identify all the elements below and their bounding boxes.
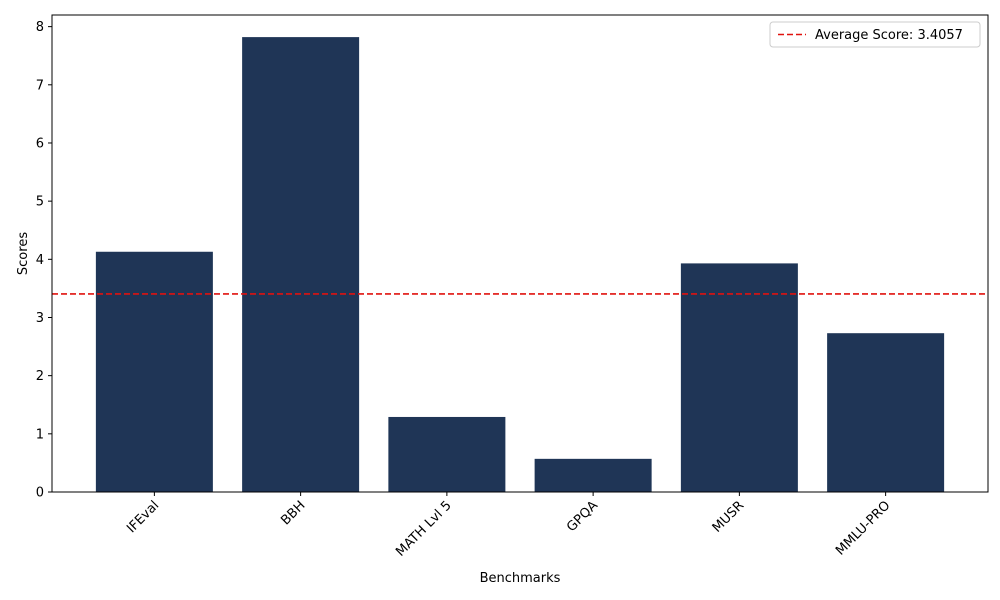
y-tick-label: 2 <box>36 369 44 384</box>
x-axis: IFEval BBH MATH Lvl 5 GPQA MUSR MMLU-PRO <box>124 492 893 560</box>
y-tick-label: 5 <box>36 195 44 210</box>
y-axis-label: Scores <box>16 232 31 275</box>
bar-gpqa <box>534 458 652 492</box>
x-tick-label: GPQA <box>564 498 601 535</box>
y-tick-label: 0 <box>36 486 44 501</box>
legend-box <box>769 21 981 48</box>
bar-math-lvl-5 <box>388 416 506 492</box>
x-tick-label: MATH Lvl 5 <box>393 498 454 559</box>
x-axis-label: Benchmarks <box>480 571 561 586</box>
bar-ifeval <box>95 251 213 492</box>
bar-musr <box>680 263 798 492</box>
y-tick-label: 4 <box>36 253 44 268</box>
x-tick-label: MUSR <box>710 498 747 535</box>
x-tick-label: MMLU-PRO <box>833 498 893 558</box>
plot-frame <box>51 14 989 493</box>
legend: Average Score: 3.4057 <box>769 21 981 48</box>
bar-bbh <box>242 37 360 492</box>
x-tick-label: IFEval <box>124 498 162 536</box>
y-tick-label: 6 <box>36 136 44 151</box>
y-axis: 0 1 2 3 4 5 6 7 8 <box>36 20 52 501</box>
y-tick-label: 3 <box>36 311 44 326</box>
x-tick-label: BBH <box>278 498 308 528</box>
bars-group <box>95 37 945 492</box>
y-tick-label: 7 <box>36 78 44 93</box>
y-tick-label: 8 <box>36 20 44 35</box>
bar-mmlu-pro <box>827 333 945 492</box>
y-tick-label: 1 <box>36 427 44 442</box>
legend-label: Average Score: 3.4057 <box>815 28 963 43</box>
